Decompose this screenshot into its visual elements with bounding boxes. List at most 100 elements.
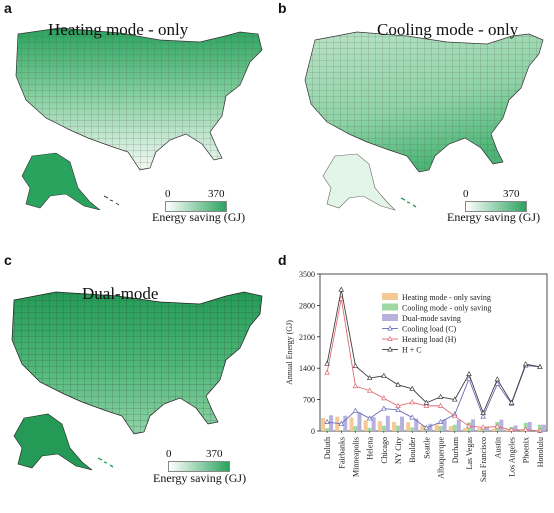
bar (353, 426, 358, 431)
series-marker (338, 286, 345, 292)
bar (329, 415, 334, 431)
series-marker (480, 409, 486, 416)
bar (400, 416, 405, 431)
series-marker (423, 424, 430, 430)
bar (410, 427, 415, 431)
panel-cooling-only: b Cooling mode - only 0 370 Energy savin… (277, 0, 554, 245)
panel-letter-c: c (4, 252, 12, 268)
series-marker (366, 387, 373, 393)
legend-label: Heating load (H) (402, 335, 457, 344)
heating-map (15, 27, 263, 211)
colorbar-label-a: Energy saving (GJ) (152, 210, 246, 224)
series-marker (324, 360, 330, 366)
x-tick-label: San Francisco (479, 437, 488, 482)
annual-energy-chart: 0 700 1400 2100 2800 3500 Annual Energy (GJ) Du… (285, 270, 548, 482)
legend-marker (387, 335, 393, 341)
series-marker (451, 396, 458, 402)
legend-swatch (382, 314, 398, 321)
series-marker (508, 399, 515, 405)
series-marker (466, 370, 472, 376)
series-marker (338, 420, 345, 426)
x-tick-label: Chicago (380, 437, 389, 464)
x-tick-label: Seattle (422, 437, 431, 459)
bar (513, 425, 518, 431)
bar (424, 429, 429, 431)
colorbar-min-b: 0 (463, 188, 469, 200)
panel-heating-only: a Heating mode - only 0 370 Energy savin… (0, 0, 277, 245)
series-marker (381, 395, 387, 401)
series-marker (352, 407, 359, 413)
bar (414, 418, 419, 431)
bar (363, 420, 368, 431)
bar (396, 425, 401, 431)
colorbar-label-b: Energy saving (GJ) (447, 210, 541, 224)
x-tick-label: Duluth (323, 437, 332, 459)
series-line (326, 289, 540, 415)
colorbar-label-c: Energy saving (GJ) (153, 471, 247, 485)
legend-swatch (382, 303, 398, 311)
y-tick-label: 2100 (299, 333, 315, 342)
bar (343, 415, 348, 431)
bar (385, 415, 390, 431)
legend-label: Cooling mode - only saving (402, 304, 491, 313)
series-marker (366, 374, 373, 381)
bar (519, 430, 524, 431)
x-tick-label: Los Angeles (508, 437, 517, 477)
bar (477, 428, 482, 431)
panel-title-b: Cooling mode - only (377, 20, 519, 39)
series-marker (494, 376, 501, 382)
panel-letter-d: d (278, 252, 287, 268)
panel-title-c: Dual-mode (82, 284, 159, 303)
series-marker (395, 402, 401, 408)
series-marker (451, 413, 458, 419)
y-tick-label: 1400 (299, 364, 315, 373)
legend-label: Dual-mode saving (402, 314, 461, 323)
panel-annual-energy-chart: d 0 700 1400 2100 2800 3500 Annual Energy (GJ)… (277, 252, 554, 513)
series-marker (324, 418, 330, 424)
colorbar-min-c: 0 (166, 448, 172, 460)
bar (321, 417, 326, 431)
bar (462, 427, 467, 431)
x-tick-label: Minneapolis (351, 437, 360, 477)
x-tick-label: Albuquerque (437, 437, 446, 479)
y-tick-label: 0 (311, 427, 315, 436)
bar (434, 424, 439, 431)
dual-mode-map (11, 291, 263, 471)
panel-letter-a: a (4, 0, 12, 16)
x-tick-label: NY City (394, 437, 403, 464)
series-line (326, 298, 540, 432)
colorbar-min-a: 0 (165, 188, 171, 200)
series-marker (324, 369, 330, 375)
y-tick-label: 700 (303, 396, 315, 405)
x-tick-label: Boulder (408, 437, 417, 463)
bar (438, 426, 443, 431)
x-tick-label: Durham (451, 436, 460, 463)
series-marker (423, 399, 430, 405)
panel-title-a: Heating mode - only (48, 20, 189, 39)
bar (349, 417, 354, 431)
bar (527, 422, 532, 431)
series-marker (437, 418, 444, 424)
legend-marker (387, 325, 393, 331)
bar (420, 425, 425, 431)
x-tick-label: Helena (366, 437, 375, 460)
series-marker (466, 375, 472, 381)
series-marker (537, 363, 543, 369)
colorbar-b (465, 201, 527, 212)
bar (371, 417, 376, 431)
bar (470, 419, 475, 431)
series-marker (338, 295, 345, 301)
bar (442, 419, 447, 431)
bar (406, 422, 411, 431)
series-marker (494, 423, 501, 429)
bar (499, 419, 504, 431)
series-marker (466, 422, 472, 429)
series-marker (395, 406, 401, 412)
bar (392, 422, 397, 431)
bar (339, 430, 344, 431)
plot-frame (319, 273, 548, 432)
bar (381, 425, 386, 431)
legend-label: Cooling load (C) (402, 325, 457, 334)
series-marker (409, 414, 416, 420)
alaska-shape (21, 152, 101, 211)
